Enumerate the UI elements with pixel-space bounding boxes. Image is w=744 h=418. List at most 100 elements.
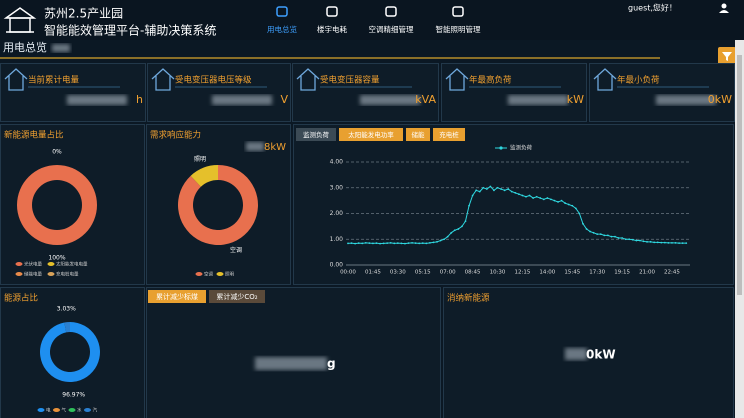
nav-icon[interactable] [326, 6, 338, 17]
logo [3, 7, 37, 33]
tab-label[interactable]: 累计减少标煤 [156, 292, 198, 301]
line-point [485, 188, 488, 190]
kpi-card [441, 63, 587, 122]
tab-label[interactable]: 储能 [412, 130, 426, 139]
slice-label: 3.03% [57, 306, 76, 313]
line-point [678, 242, 680, 245]
kpi-value-blur [360, 95, 420, 105]
nav-item[interactable]: 智能照明管理 [436, 24, 481, 34]
donut-slice [39, 322, 100, 383]
legend-swatch[interactable] [84, 408, 91, 412]
nav-icon[interactable] [385, 6, 397, 17]
x-tick-label: 12:15 [515, 270, 531, 276]
panels [0, 124, 734, 418]
line-point [528, 194, 531, 197]
tab[interactable] [339, 128, 403, 141]
scroll-thumb[interactable] [737, 55, 742, 295]
legend-label[interactable]: 监测负荷 [510, 144, 533, 152]
legend-label[interactable]: 储能电量 [24, 271, 42, 278]
slice-label: 96.97% [62, 391, 85, 398]
line-point [361, 242, 364, 245]
line-point [439, 239, 442, 242]
line-point [517, 193, 520, 196]
legend-label[interactable]: 水 [77, 407, 82, 414]
slice-label: 0% [52, 149, 62, 156]
house-icon [296, 68, 320, 91]
line-point [603, 234, 606, 237]
tab-label[interactable]: 充电桩 [439, 130, 459, 139]
filter-button[interactable] [718, 47, 736, 65]
tab-label[interactable]: 累计减少CO₂ [216, 292, 257, 301]
line-point [550, 198, 552, 201]
nav-icon[interactable] [452, 6, 464, 17]
nav-item[interactable]: 楼宇电耗 [317, 24, 347, 34]
line-point [553, 199, 556, 202]
tab[interactable] [296, 128, 336, 141]
panel-title: 需求响应能力 [150, 130, 201, 141]
tab[interactable] [433, 128, 465, 141]
legend-label[interactable]: 空调 [204, 271, 213, 278]
donut-slice [64, 322, 70, 333]
tab[interactable] [406, 128, 430, 141]
legend-swatch[interactable] [15, 272, 23, 276]
legend-swatch[interactable] [216, 272, 224, 276]
line-point [450, 231, 453, 234]
donut-slice [16, 165, 97, 245]
legend-dot[interactable] [499, 146, 503, 150]
nav-item[interactable]: 空调精细管理 [369, 24, 414, 34]
legend-swatch[interactable] [195, 272, 203, 276]
line-point [357, 242, 360, 245]
line-point [432, 241, 435, 244]
line-point [589, 230, 591, 233]
line-point [681, 242, 684, 245]
donut-slice [190, 165, 218, 187]
kpi-value: V [280, 93, 288, 106]
line-point [482, 186, 485, 189]
user-icon[interactable] [719, 3, 729, 14]
x-tick-label: 01:45 [365, 270, 381, 276]
line-point [532, 197, 535, 199]
legend-label[interactable]: 太阳能发电电量 [56, 261, 88, 268]
tab-label[interactable]: 监测负荷 [303, 130, 330, 139]
legend-swatch[interactable] [37, 408, 45, 412]
legend-swatch[interactable] [15, 262, 23, 266]
legend-swatch[interactable] [47, 262, 55, 266]
tab-label[interactable]: 太阳能发电功率 [348, 130, 394, 139]
page-title: 用电总览 [3, 40, 47, 54]
legend-label[interactable]: 充电桩电量 [56, 271, 79, 278]
line-point [535, 195, 538, 198]
slice-label: 空调 [230, 246, 242, 254]
line-point [571, 204, 574, 207]
kpi-card [147, 63, 291, 122]
line-point [542, 198, 545, 201]
nav-item[interactable]: 用电总览 [267, 24, 297, 34]
legend-label[interactable]: 光伏电量 [24, 261, 42, 268]
line-point [372, 242, 374, 245]
line-point [425, 242, 428, 245]
legend-label[interactable]: 气 [62, 407, 67, 414]
legend-swatch[interactable] [68, 408, 76, 412]
x-tick-label: 03:30 [390, 270, 406, 276]
line-point [347, 242, 349, 245]
legend-swatch[interactable] [53, 408, 60, 412]
line-point [685, 242, 688, 245]
line-point [493, 189, 495, 192]
user-greeting[interactable]: guest,您好！ [628, 3, 677, 13]
line-point [446, 235, 449, 238]
house-icon [151, 68, 175, 91]
tab[interactable] [148, 290, 206, 303]
kpi-value-blur [656, 95, 716, 105]
nav-icon[interactable] [276, 6, 288, 17]
line-point [663, 241, 666, 244]
legend-label[interactable]: 汽 [93, 407, 98, 414]
legend-swatch[interactable] [47, 272, 55, 276]
tab[interactable] [209, 290, 265, 303]
line-point [411, 241, 413, 244]
line-point [382, 242, 385, 245]
line-point [386, 242, 389, 245]
legend-label[interactable]: 电 [46, 407, 51, 414]
line-point [471, 194, 474, 197]
legend-label[interactable]: 照明 [225, 272, 234, 278]
value-blur [246, 142, 264, 151]
reduction-value: g [327, 357, 336, 371]
